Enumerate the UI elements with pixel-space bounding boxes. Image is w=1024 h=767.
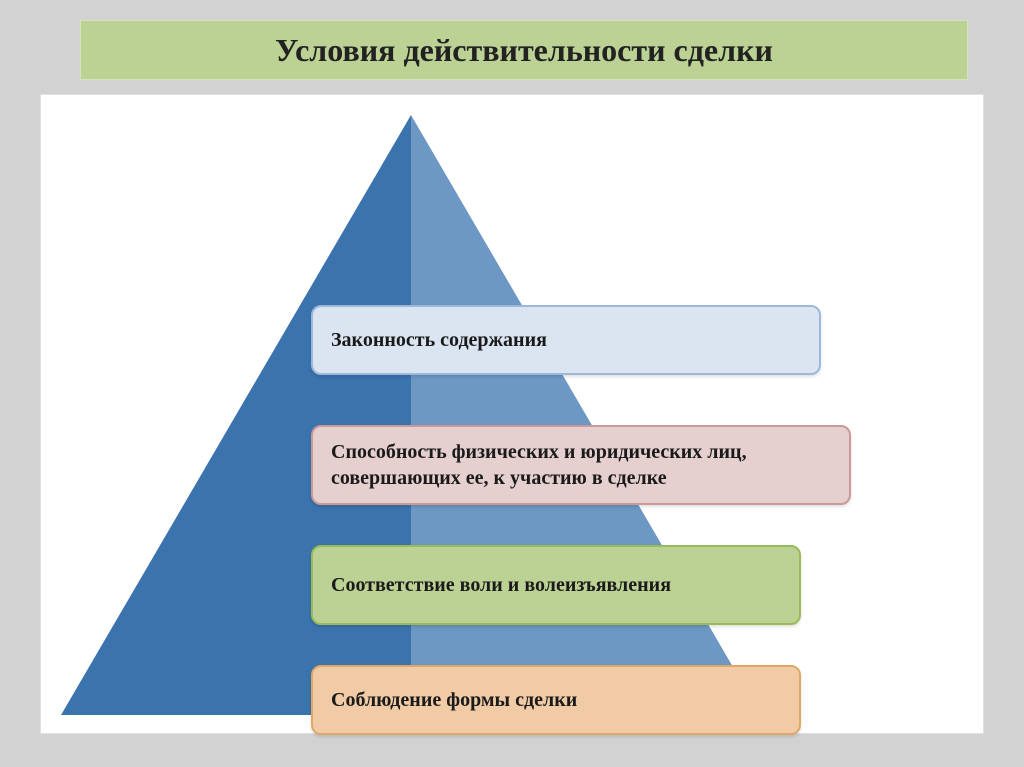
box-3: Соответствие воли и волеизъявления [311, 545, 801, 625]
box-1: Законность содержания [311, 305, 821, 375]
box-1-text: Законность содержания [331, 327, 547, 353]
box-2: Способность физических и юридических лиц… [311, 425, 851, 505]
box-4: Соблюдение формы сделки [311, 665, 801, 735]
content-panel: Законность содержания Способность физиче… [40, 94, 984, 734]
pyramid-triangle [61, 105, 761, 725]
box-2-text: Способность физических и юридических лиц… [331, 439, 831, 491]
box-4-text: Соблюдение формы сделки [331, 687, 577, 713]
page-title: Условия действительности сделки [275, 32, 773, 69]
title-bar: Условия действительности сделки [80, 20, 968, 80]
box-3-text: Соответствие воли и волеизъявления [331, 572, 671, 598]
triangle-left-half [61, 115, 411, 715]
triangle-right-half [411, 115, 761, 715]
